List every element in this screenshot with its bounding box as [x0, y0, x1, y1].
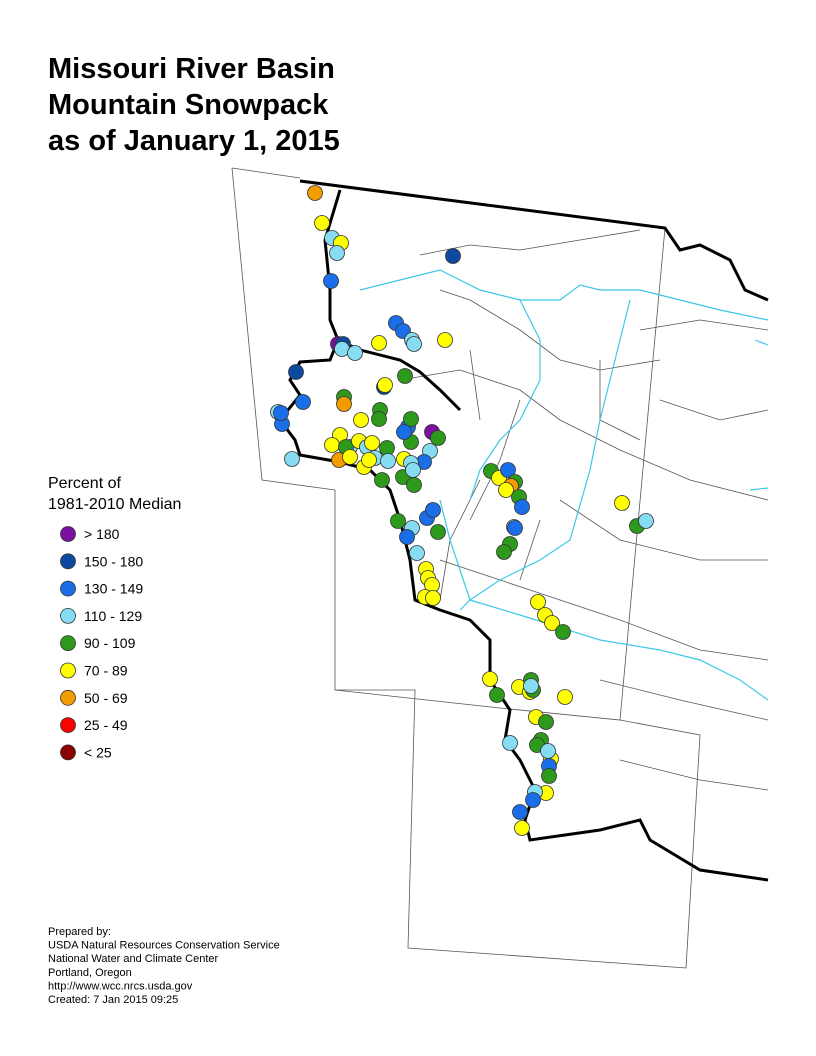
station — [329, 245, 345, 261]
legend-swatch — [60, 553, 76, 570]
legend-swatch — [60, 717, 76, 733]
legend-swatch — [60, 662, 76, 679]
station — [638, 513, 654, 529]
station — [377, 377, 393, 393]
legend-label: 70 - 89 — [84, 663, 128, 679]
station — [273, 405, 289, 421]
station — [544, 615, 560, 631]
credit-line: Created: 7 Jan 2015 09:25 — [48, 994, 178, 1006]
legend-swatch — [60, 580, 76, 597]
station — [371, 335, 387, 351]
station — [403, 411, 419, 427]
station — [540, 743, 556, 759]
station — [430, 524, 446, 540]
station — [498, 482, 514, 498]
station — [406, 477, 422, 493]
station — [496, 544, 512, 560]
legend-swatch — [60, 526, 76, 542]
rivers — [359, 269, 769, 701]
station — [374, 472, 390, 488]
legend-label: 110 - 129 — [84, 608, 142, 624]
legend-label: > 180 — [84, 526, 120, 542]
station — [323, 273, 339, 289]
station — [482, 671, 498, 687]
station — [523, 678, 539, 694]
boundaries — [231, 167, 769, 969]
map-title: Missouri River Basin — [48, 53, 335, 85]
station — [307, 185, 323, 201]
station — [397, 368, 413, 384]
credit-line: National Water and Climate Center — [48, 953, 219, 965]
stations — [270, 185, 654, 836]
legend-label: 50 - 69 — [84, 690, 128, 706]
legend-swatch — [60, 689, 76, 706]
station — [336, 396, 352, 412]
station — [342, 449, 358, 465]
text: Missouri River Basin Mountain Snowpack as … — [48, 53, 340, 1006]
station — [538, 714, 554, 730]
station — [406, 336, 422, 352]
station — [555, 624, 571, 640]
legend-title: 1981-2010 Median — [48, 496, 181, 513]
station — [557, 689, 573, 705]
station — [284, 451, 300, 467]
legend-label: 130 - 149 — [84, 581, 143, 597]
legend-label: 150 - 180 — [84, 553, 143, 569]
legend-swatch — [60, 744, 76, 761]
station — [502, 735, 518, 751]
station — [507, 520, 523, 536]
station — [399, 529, 415, 545]
basin-boundary — [278, 179, 769, 882]
station — [530, 594, 546, 610]
credit-line: Portland, Oregon — [48, 967, 132, 979]
credit-line: Prepared by: — [48, 926, 111, 938]
station — [324, 437, 340, 453]
legend-label: 90 - 109 — [84, 635, 136, 651]
station — [500, 462, 516, 478]
station — [288, 364, 304, 380]
map-title: as of January 1, 2015 — [48, 125, 340, 157]
station — [409, 545, 425, 561]
station — [405, 462, 421, 478]
credit-line: USDA Natural Resources Conservation Serv… — [48, 940, 280, 952]
station — [314, 215, 330, 231]
station — [425, 502, 441, 518]
station — [430, 430, 446, 446]
station — [353, 412, 369, 428]
station — [489, 687, 505, 703]
station — [541, 768, 557, 784]
station — [371, 411, 387, 427]
map-title: Mountain Snowpack — [48, 89, 329, 121]
station — [525, 792, 541, 808]
station — [512, 804, 528, 820]
station — [445, 248, 461, 264]
station — [514, 820, 530, 836]
station — [364, 435, 380, 451]
station — [347, 345, 363, 361]
credit-line: http://www.wcc.nrcs.usda.gov — [48, 980, 193, 992]
station — [380, 453, 396, 469]
station — [396, 424, 412, 440]
station — [390, 513, 406, 529]
legend-swatch — [60, 635, 76, 652]
legend-title: Percent of — [48, 475, 121, 492]
station — [361, 452, 377, 468]
station — [614, 495, 630, 511]
station — [425, 590, 441, 606]
station — [514, 499, 530, 515]
station — [437, 332, 453, 348]
station — [295, 394, 311, 410]
legend-label: < 25 — [84, 744, 112, 760]
legend-swatch — [60, 608, 76, 624]
legend-label: 25 - 49 — [84, 717, 128, 733]
